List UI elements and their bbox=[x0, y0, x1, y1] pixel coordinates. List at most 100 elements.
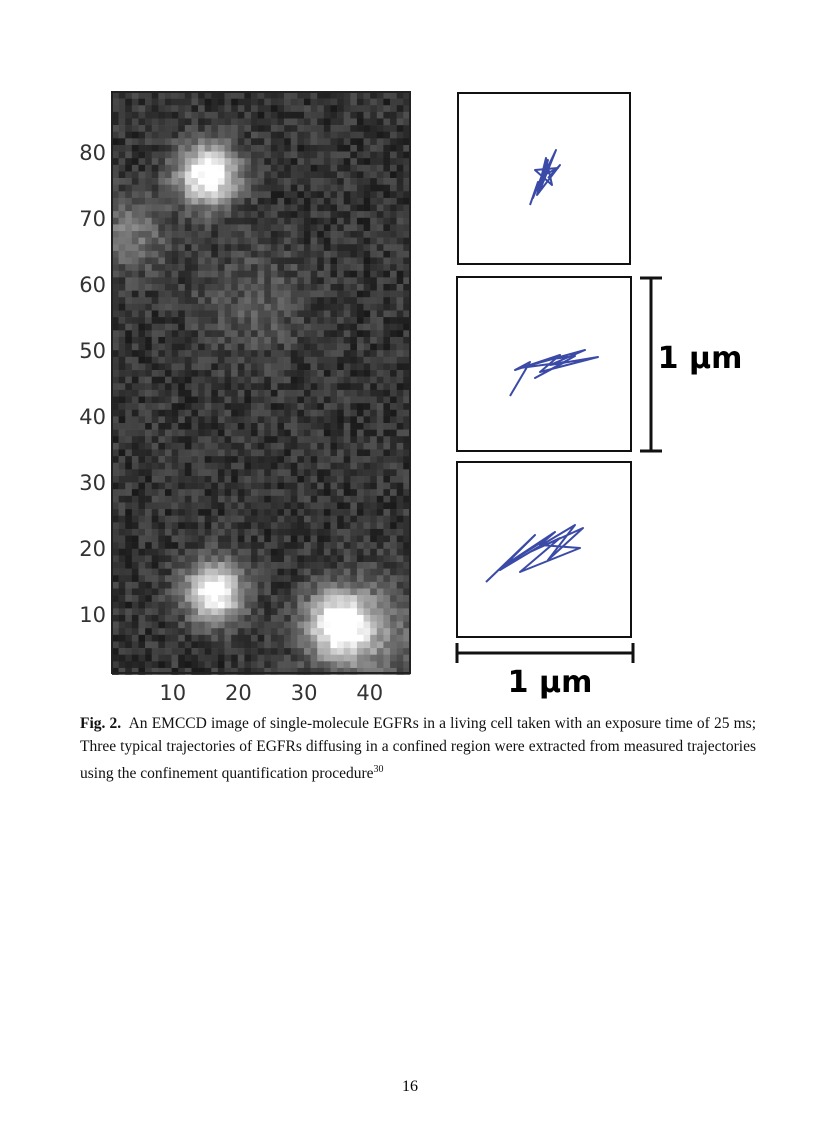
pixel bbox=[317, 568, 325, 576]
pixel bbox=[251, 98, 258, 106]
pixel bbox=[284, 178, 292, 185]
pixel bbox=[198, 277, 205, 285]
pixel bbox=[224, 449, 232, 457]
pixel bbox=[337, 356, 344, 364]
pixel bbox=[284, 568, 292, 576]
pixel bbox=[323, 416, 331, 424]
pixel bbox=[343, 575, 351, 583]
pixel bbox=[403, 330, 411, 338]
pixel bbox=[125, 436, 133, 444]
pixel bbox=[237, 661, 245, 669]
pixel bbox=[211, 231, 219, 238]
pixel bbox=[211, 621, 219, 629]
pixel bbox=[184, 429, 192, 437]
pixel bbox=[264, 303, 272, 311]
pixel bbox=[231, 217, 239, 225]
pixel bbox=[191, 164, 199, 172]
pixel bbox=[184, 396, 192, 404]
pixel bbox=[184, 224, 192, 232]
pixel bbox=[383, 667, 391, 675]
pixel bbox=[277, 628, 285, 636]
pixel bbox=[317, 237, 325, 245]
pixel bbox=[118, 297, 126, 305]
pixel bbox=[231, 105, 239, 113]
pixel bbox=[198, 111, 205, 119]
pixel bbox=[125, 310, 133, 318]
pixel bbox=[131, 389, 139, 397]
pixel bbox=[211, 661, 219, 669]
pixel bbox=[251, 535, 258, 543]
pixel bbox=[237, 416, 245, 424]
pixel bbox=[390, 502, 397, 510]
pixel bbox=[396, 621, 404, 629]
pixel bbox=[251, 264, 258, 272]
pixel bbox=[383, 581, 391, 589]
pixel bbox=[171, 456, 179, 464]
pixel bbox=[178, 555, 186, 563]
pixel bbox=[303, 105, 311, 113]
pixel bbox=[178, 568, 186, 576]
pixel bbox=[191, 555, 199, 563]
pixel bbox=[290, 469, 298, 477]
pixel bbox=[350, 317, 358, 324]
pixel bbox=[390, 654, 397, 662]
pixel bbox=[257, 244, 265, 252]
pixel bbox=[363, 641, 371, 649]
pixel bbox=[217, 211, 225, 219]
pixel bbox=[376, 634, 384, 642]
pixel bbox=[370, 575, 378, 583]
pixel bbox=[376, 396, 384, 404]
pixel bbox=[125, 370, 133, 377]
pixel bbox=[118, 125, 126, 133]
pixel bbox=[284, 475, 292, 483]
pixel bbox=[244, 224, 252, 232]
pixel bbox=[251, 509, 258, 516]
pixel bbox=[303, 363, 311, 371]
pixel bbox=[284, 409, 292, 417]
pixel bbox=[191, 171, 199, 179]
pixel bbox=[376, 449, 384, 457]
pixel bbox=[337, 350, 344, 358]
pixel bbox=[131, 548, 139, 556]
pixel bbox=[231, 588, 239, 596]
pixel bbox=[204, 396, 212, 404]
pixel bbox=[284, 601, 292, 609]
pixel bbox=[343, 482, 351, 490]
pixel bbox=[217, 562, 225, 569]
pixel bbox=[310, 542, 318, 550]
pixel bbox=[337, 317, 344, 324]
pixel bbox=[390, 317, 397, 324]
pixel bbox=[343, 204, 351, 212]
pixel bbox=[270, 184, 278, 192]
pixel bbox=[131, 283, 139, 291]
pixel bbox=[303, 648, 311, 655]
pixel bbox=[138, 456, 146, 464]
pixel bbox=[231, 634, 239, 642]
pixel bbox=[158, 376, 166, 384]
pixel bbox=[131, 343, 139, 351]
pixel bbox=[297, 416, 305, 424]
pixel bbox=[303, 449, 311, 457]
pixel bbox=[390, 330, 397, 338]
pixel bbox=[164, 131, 172, 139]
pixel bbox=[310, 436, 318, 444]
pixel bbox=[370, 231, 378, 238]
pixel bbox=[403, 409, 411, 417]
trajectory-boxes bbox=[456, 92, 632, 638]
pixel bbox=[270, 158, 278, 166]
pixel bbox=[145, 581, 153, 589]
pixel bbox=[376, 111, 384, 119]
pixel bbox=[244, 462, 252, 470]
pixel bbox=[224, 608, 232, 616]
pixel bbox=[231, 562, 239, 569]
pixel bbox=[237, 356, 245, 364]
pixel bbox=[330, 290, 338, 298]
pixel bbox=[403, 502, 411, 510]
pixel bbox=[217, 257, 225, 265]
pixel bbox=[231, 581, 239, 589]
pixel bbox=[211, 144, 219, 152]
pixel bbox=[343, 310, 351, 318]
pixel bbox=[343, 336, 351, 344]
pixel bbox=[350, 363, 358, 371]
pixel bbox=[138, 270, 146, 278]
